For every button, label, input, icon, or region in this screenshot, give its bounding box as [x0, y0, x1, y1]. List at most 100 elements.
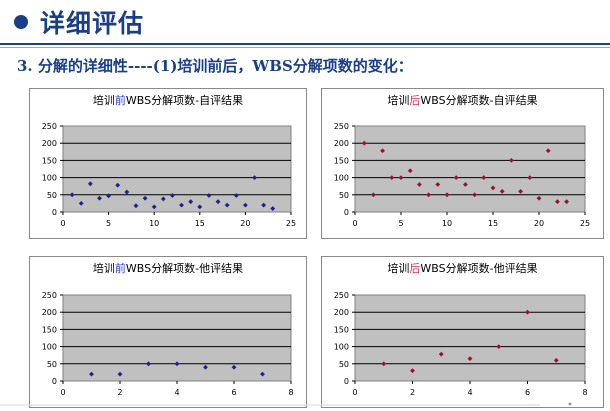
chart-title-part: 培训 — [387, 261, 409, 275]
data-point — [389, 175, 395, 180]
chart-title-highlight: 后 — [409, 262, 420, 275]
chart-after-peer-panel: 培训后WBS分解项数-他评结果 0 50 100 150 200 250 0 2 4 6 8 — [321, 256, 604, 408]
title-divider — [0, 43, 610, 45]
y-tick-label: 100 — [42, 343, 57, 352]
data-point — [270, 206, 276, 211]
data-point — [233, 193, 239, 198]
data-point — [564, 199, 569, 205]
data-point — [438, 351, 444, 357]
x-tick-label: 8 — [288, 388, 293, 397]
plot-area — [354, 294, 586, 382]
x-tick-label: 20 — [240, 219, 250, 228]
y-tick-label: 200 — [42, 139, 57, 148]
chart-title: 培训后WBS分解项数-自评结果 — [387, 93, 537, 107]
data-point — [472, 192, 477, 198]
data-point — [170, 193, 175, 198]
scatter-chart: 培训前WBS分解项数-自评结果 0 50 100 150 200 250 0 5 10 15 20 25 — [42, 93, 296, 228]
data-point — [435, 182, 441, 187]
x-tick-label: 10 — [442, 219, 452, 228]
data-point — [518, 188, 523, 194]
x-tick-label: 4 — [174, 388, 179, 397]
x-tick-label: 25 — [580, 219, 590, 228]
data-point — [188, 199, 194, 205]
y-tick-label: 50 — [339, 191, 349, 200]
scatter-chart: 培训前WBS分解项数-他评结果 0 50 100 150 200 250 0 2 4 6 8 — [42, 261, 294, 397]
chart-after-self-panel: 培训后WBS分解项数-自评结果 0 50 100 150 200 250 0 5 10 15 20 25 — [321, 88, 604, 239]
data-point — [410, 368, 415, 374]
data-point — [407, 168, 413, 174]
y-tick-label: 100 — [334, 343, 349, 352]
x-tick-label: 15 — [195, 219, 205, 228]
data-point — [179, 202, 184, 208]
y-tick-label: 200 — [334, 139, 349, 148]
y-tick-label: 100 — [42, 174, 57, 183]
chart-title: 培训前WBS分解项数-自评结果 — [93, 93, 243, 107]
data-point — [525, 309, 530, 315]
y-tick-label: 0 — [52, 208, 57, 217]
data-point — [78, 201, 84, 206]
data-point — [142, 195, 148, 201]
data-point — [499, 188, 505, 194]
y-tick-label: 50 — [47, 360, 57, 369]
chart-title: 培训后WBS分解项数-他评结果 — [387, 261, 537, 275]
plot-area — [62, 125, 292, 213]
y-tick-label: 200 — [334, 308, 349, 317]
y-tick-label: 100 — [334, 174, 349, 183]
title-divider-thin — [0, 47, 610, 48]
data-point — [496, 344, 502, 349]
data-point — [490, 185, 496, 191]
data-point — [115, 182, 121, 188]
data-point — [509, 158, 514, 163]
data-point — [361, 140, 367, 146]
data-point — [197, 204, 203, 210]
data-point — [467, 356, 473, 362]
chart-title-part: 培训 — [387, 93, 409, 107]
slide-header: 详细评估 — [0, 0, 610, 44]
scatter-chart: 培训后WBS分解项数-自评结果 0 50 100 150 200 250 0 5 10 15 20 25 — [334, 93, 590, 228]
y-tick-label: 250 — [42, 122, 57, 131]
data-point — [206, 193, 212, 198]
y-tick-label: 150 — [334, 325, 349, 334]
y-tick-label: 150 — [42, 156, 57, 165]
x-tick-label: 0 — [352, 219, 357, 228]
chart-before-self-panel: 培训前WBS分解项数-自评结果 0 50 100 150 200 250 0 5 10 15 20 25 — [29, 88, 307, 239]
y-tick-label: 0 — [52, 377, 57, 386]
y-tick-label: 0 — [344, 208, 349, 217]
x-tick-label: 0 — [60, 219, 65, 228]
x-tick-label: 25 — [286, 219, 296, 228]
data-point — [553, 357, 559, 363]
y-tick-label: 150 — [334, 156, 349, 165]
data-point — [252, 175, 257, 180]
data-point — [97, 195, 102, 201]
data-point — [124, 189, 130, 195]
plot-area — [62, 294, 292, 382]
data-point — [426, 192, 431, 198]
data-point — [151, 204, 157, 210]
y-tick-label: 0 — [344, 377, 349, 386]
scatter-chart: 培训后WBS分解项数-他评结果 0 50 100 150 200 250 0 2 4 6 8 — [334, 261, 588, 397]
plot-area — [354, 125, 586, 213]
slide-footer-decoration — [0, 402, 572, 406]
x-tick-label: 2 — [410, 388, 415, 397]
x-tick-label: 8 — [582, 388, 587, 397]
x-tick-label: 15 — [488, 219, 498, 228]
data-point — [380, 148, 385, 154]
chart-title-part: WBS分解项数-他评结果 — [420, 261, 537, 275]
data-point — [453, 175, 459, 180]
data-point — [174, 361, 180, 367]
data-point — [545, 148, 551, 154]
slide-title: 详细评估 — [40, 9, 145, 38]
chart-title-highlight: 前 — [115, 261, 126, 275]
chart-title-part: WBS分解项数-他评结果 — [126, 261, 243, 275]
data-point — [261, 202, 267, 208]
data-point — [215, 199, 221, 205]
x-tick-label: 2 — [117, 388, 122, 397]
y-tick-label: 50 — [339, 360, 349, 369]
x-tick-label: 0 — [60, 388, 65, 397]
chart-title-part: WBS分解项数-自评结果 — [126, 93, 243, 107]
chart-title: 培训前WBS分解项数-他评结果 — [93, 261, 243, 275]
data-point — [371, 192, 376, 198]
y-tick-label: 250 — [334, 291, 349, 300]
data-point — [555, 199, 560, 205]
data-point — [231, 364, 237, 370]
